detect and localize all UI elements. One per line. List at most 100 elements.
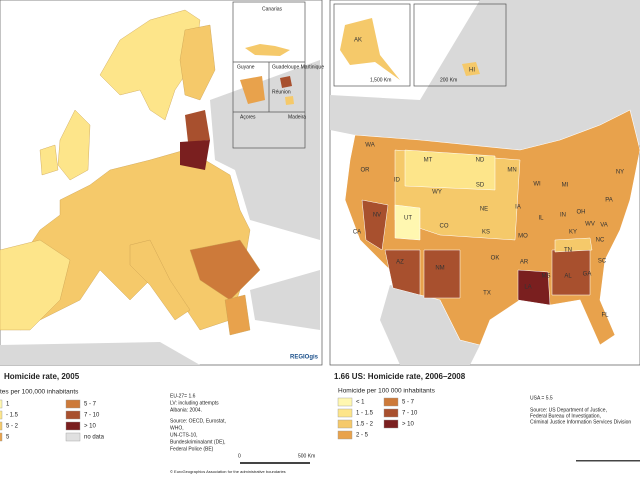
hawaii	[462, 62, 480, 76]
state-label: NV	[373, 213, 381, 219]
non-eu-land	[250, 270, 320, 330]
scale-label: 500 Km	[298, 453, 315, 459]
legend-swatch	[337, 397, 353, 407]
state-label: MO	[518, 234, 528, 240]
mexico	[380, 285, 480, 365]
source-line: Federal Bureau of Investigation,	[530, 413, 601, 419]
inset-label: Açores	[240, 114, 256, 120]
state	[517, 269, 551, 306]
non-eu-land	[0, 342, 200, 365]
region	[57, 109, 91, 181]
legend-label: 5 - 2	[6, 424, 19, 430]
state-label: AR	[520, 260, 529, 266]
legend-label: 2 - 5	[356, 433, 369, 439]
inset-label: Guyane	[237, 64, 255, 70]
state-label: MN	[507, 168, 516, 174]
legend-label: 5 - 7	[402, 400, 415, 406]
region	[129, 239, 191, 321]
state-label: GA	[583, 272, 592, 278]
state-label: IN	[560, 213, 566, 219]
state	[554, 237, 593, 253]
legend-swatch	[383, 397, 399, 407]
state-label: NC	[596, 238, 605, 244]
inset-label: AK	[354, 38, 362, 44]
legend-label: > 10	[84, 424, 97, 430]
legend: 1 - 1.5 5 - 2 5 5 - 7 7 - 10 > 10 no data	[0, 399, 105, 442]
legend-label: < 1	[356, 400, 365, 406]
state	[423, 249, 461, 299]
island	[240, 76, 265, 104]
legend-label: 1 - 1.5	[356, 411, 374, 417]
state	[394, 204, 421, 241]
note-line: EU-27= 1.6	[170, 393, 196, 399]
inset-label: Guadeloupe Martinique	[272, 64, 324, 70]
legend-label: 5	[6, 435, 10, 441]
region	[180, 140, 210, 170]
note-line: Bundeskriminalamt (DE),	[170, 439, 226, 445]
inset-label: Madeira	[288, 114, 306, 120]
inset-label: HI	[469, 68, 475, 74]
scale-label: 200 Km	[440, 77, 457, 83]
scale-bar: 0 500 Km	[238, 453, 315, 464]
legend-swatch	[337, 419, 353, 429]
canada	[330, 0, 640, 150]
state-label: OK	[491, 256, 500, 262]
legend-swatch	[65, 421, 81, 431]
state-label: OH	[577, 210, 586, 216]
state-label: SD	[476, 183, 485, 189]
note-line: WHO,	[170, 425, 184, 431]
region	[224, 294, 251, 336]
legend-swatch	[0, 399, 3, 409]
island	[245, 44, 290, 56]
legend-label: no data	[84, 435, 105, 441]
inset-label: Canarias	[262, 6, 283, 12]
legend-swatch	[65, 410, 81, 420]
legend-swatch	[337, 430, 353, 440]
note-line: UN-CTS-10,	[170, 432, 198, 438]
legend-label: 1	[6, 402, 10, 408]
copyright: © EuroGeographics Association for the ad…	[170, 469, 286, 474]
state-label: KS	[482, 230, 490, 236]
non-eu-land	[210, 60, 320, 240]
state-label: NM	[435, 266, 444, 272]
scale-label: 0	[238, 453, 241, 459]
region	[189, 239, 261, 301]
state-labels: WA OR CA NV ID MT WY UT AZ CO NM ND SD NE KS OK TX MN IA MO…	[353, 143, 624, 319]
state-label: VA	[600, 223, 608, 229]
region	[39, 144, 59, 176]
region	[185, 110, 210, 142]
legend-label: 1.5 - 2	[356, 422, 374, 428]
legend-label: 7 - 10	[84, 413, 100, 419]
state-label: MI	[562, 183, 569, 189]
state-label: ND	[476, 158, 485, 164]
state-label: WV	[585, 222, 595, 228]
legend-swatch	[0, 410, 3, 420]
note-line: Federal Police (BE)	[170, 446, 214, 452]
state-label: WY	[432, 190, 442, 196]
state-label: WA	[365, 143, 374, 149]
state-label: NE	[480, 207, 488, 213]
legend-swatch	[337, 408, 353, 418]
map-title: Homicide rate, 2005	[4, 372, 80, 381]
alaska	[340, 18, 400, 80]
state-label: OR	[361, 168, 371, 174]
inset-frame	[413, 3, 507, 87]
source-line: Source: US Department of Justice,	[530, 407, 607, 413]
state-label: KY	[569, 230, 577, 236]
note: USA = 5.5	[530, 395, 553, 401]
region	[179, 24, 216, 101]
legend-label: 7 - 10	[402, 411, 418, 417]
state-label: LA	[524, 285, 531, 291]
state-label: CO	[440, 224, 449, 230]
state-label: MS	[542, 274, 551, 280]
legend-label: 5 - 7	[84, 402, 97, 408]
state-label: WI	[533, 182, 541, 188]
legend-swatch	[65, 399, 81, 409]
source-line: Criminal Justice Information Services Di…	[530, 419, 631, 425]
state-label: ID	[394, 178, 401, 184]
inset-frame	[333, 3, 411, 87]
legend-heading: tes per 100,000 inhabitants	[0, 389, 79, 396]
state-label: CA	[353, 230, 361, 236]
legend-label: - 1.5	[6, 413, 19, 419]
